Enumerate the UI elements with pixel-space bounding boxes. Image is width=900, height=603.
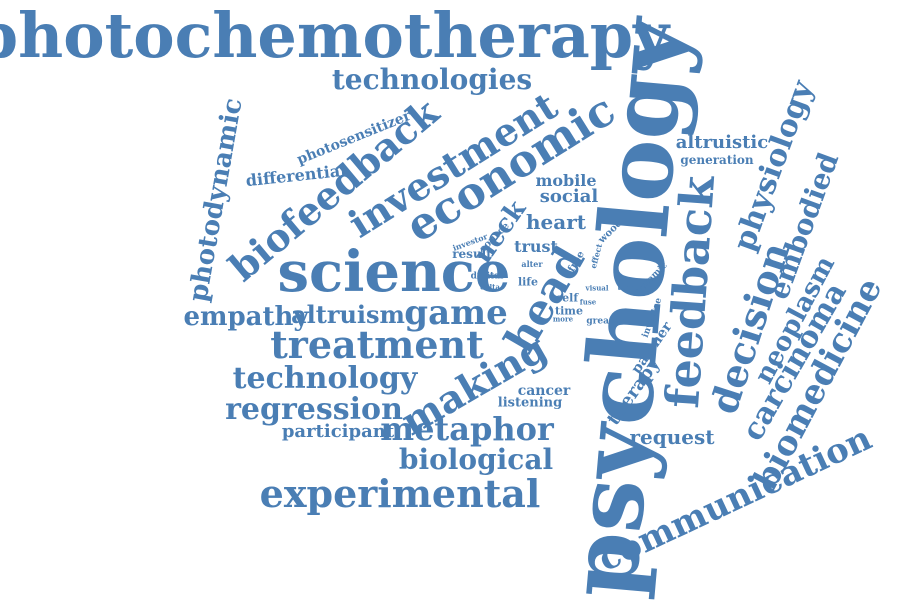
- word-visual: visual: [585, 283, 609, 293]
- word-fuse: fuse: [579, 297, 597, 307]
- word-delta: delta: [480, 282, 500, 292]
- word-result: result: [452, 247, 492, 261]
- word-biological: biological: [398, 443, 554, 476]
- word-greater: greater: [586, 316, 624, 327]
- word-self: self: [555, 291, 579, 305]
- word-generation: generation: [680, 153, 754, 167]
- word-experimental: experimental: [259, 471, 541, 516]
- word-request: request: [629, 425, 715, 449]
- word-listening: listening: [497, 395, 563, 411]
- word-science: science: [277, 239, 511, 305]
- word-technology: technology: [232, 361, 418, 396]
- word-heart: heart: [526, 210, 586, 234]
- word-life: life: [517, 275, 539, 289]
- word-participant: participant: [281, 421, 395, 442]
- word-altruistic: altruistic: [675, 132, 769, 153]
- word-regression: regression: [225, 392, 403, 427]
- word-alter: alter: [521, 259, 543, 269]
- word-trust: trust: [514, 237, 558, 256]
- word-social: social: [539, 186, 599, 207]
- word-time: time: [555, 304, 583, 318]
- word-more: more: [552, 314, 574, 324]
- word-mobile: mobile: [535, 171, 597, 190]
- word-digital: digital: [470, 271, 504, 282]
- word-metaphor: metaphor: [380, 410, 554, 448]
- word-cancer: cancer: [517, 383, 571, 399]
- word-treatment: treatment: [270, 322, 484, 367]
- word-empathy: empathy: [183, 302, 309, 332]
- word-altruism: altruism: [291, 300, 405, 329]
- word-technologies: technologies: [331, 63, 533, 96]
- word-tumour: tumour: [617, 282, 651, 292]
- word-game: game: [404, 293, 508, 333]
- word-photochemotherapy: photochemotherapy: [0, 0, 670, 72]
